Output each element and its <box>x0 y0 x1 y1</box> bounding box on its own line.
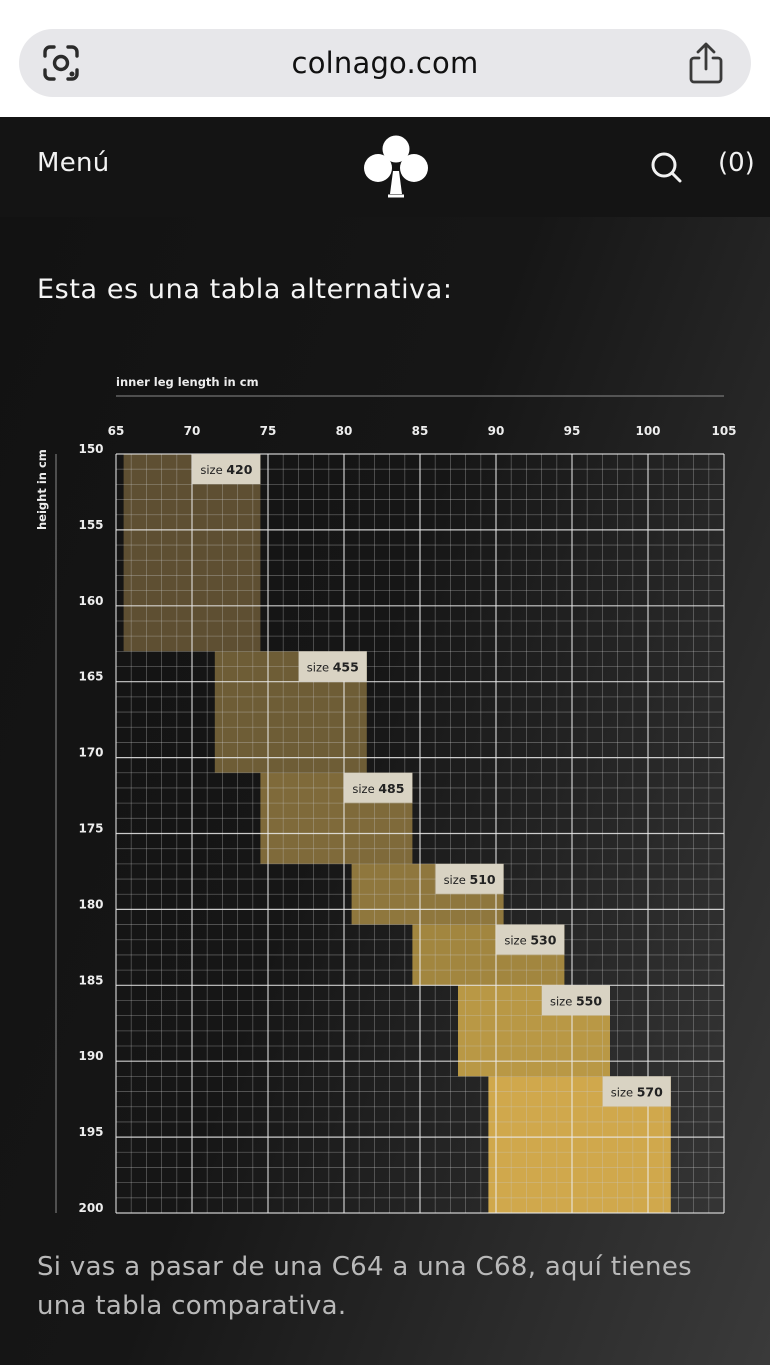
size-label-prefix: size <box>444 873 470 887</box>
size-label-value: 485 <box>378 781 404 796</box>
size-label-prefix: size <box>611 1085 637 1099</box>
y-tick-label: 185 <box>78 973 103 987</box>
search-icon[interactable] <box>650 150 682 184</box>
y-tick-label: 175 <box>78 822 103 836</box>
size-label-chip <box>192 454 261 484</box>
size-label-510: size 510 <box>435 863 504 894</box>
x-tick-label: 85 <box>412 424 429 438</box>
x-tick-label: 90 <box>488 424 505 438</box>
size-label-chip <box>496 924 565 955</box>
size-label-text: size 510 <box>444 872 496 887</box>
x-tick-label: 65 <box>108 424 125 438</box>
size-label-text: size 420 <box>200 462 252 477</box>
y-tick-label: 200 <box>78 1201 103 1215</box>
url-text[interactable]: colnago.com <box>291 46 479 80</box>
y-tick-label: 165 <box>78 670 103 684</box>
size-label-value: 420 <box>226 462 252 477</box>
size-label-570: size 570 <box>602 1076 671 1107</box>
comparison-note: Si vas a pasar de una C64 a una C68, aqu… <box>37 1252 692 1321</box>
size-label-485: size 485 <box>344 772 413 803</box>
y-axis-label: height in cm <box>35 449 49 530</box>
colnago-clover-logo[interactable] <box>362 133 430 199</box>
x-axis-label: inner leg length in cm <box>116 375 259 389</box>
page-heading: Esta es una tabla alternativa: <box>37 274 453 305</box>
menu-button[interactable]: Menú <box>37 148 110 178</box>
size-label-chip <box>298 651 367 682</box>
size-label-text: size 530 <box>504 933 556 948</box>
y-tick-label: 195 <box>78 1125 103 1139</box>
y-tick-label: 170 <box>78 746 103 760</box>
size-label-prefix: size <box>200 463 226 477</box>
google-lens-icon[interactable] <box>41 43 81 83</box>
chart-axes: inner leg length in cm height in cm 65 70… <box>35 375 737 1215</box>
x-tick-label: 70 <box>184 424 201 438</box>
size-label-chip <box>344 772 413 803</box>
size-label-455: size 455 <box>298 651 367 682</box>
y-tick-label: 150 <box>78 442 103 456</box>
size-label-420: size 420 <box>192 454 261 484</box>
size-label-value: 455 <box>333 659 359 674</box>
share-icon[interactable] <box>686 42 726 84</box>
y-tick-label: 190 <box>78 1049 103 1063</box>
url-bar[interactable]: colnago.com <box>19 29 751 97</box>
y-tick-label: 160 <box>78 594 103 608</box>
size-label-530: size 530 <box>496 924 565 955</box>
size-label-chip <box>435 863 504 894</box>
size-label-value: 510 <box>470 872 496 887</box>
size-label-prefix: size <box>307 660 333 674</box>
size-label-prefix: size <box>352 782 378 796</box>
size-label-chip <box>542 985 610 1016</box>
x-tick-label: 100 <box>635 424 660 438</box>
y-tick-label: 155 <box>78 518 103 532</box>
size-label-text: size 570 <box>611 1084 663 1099</box>
x-tick-label: 80 <box>336 424 353 438</box>
size-label-text: size 550 <box>550 993 602 1008</box>
size-label-text: size 485 <box>352 781 404 796</box>
x-tick-label: 95 <box>564 424 581 438</box>
size-label-prefix: size <box>550 994 576 1008</box>
y-tick-label: 180 <box>78 897 103 911</box>
x-tick-label: 105 <box>711 424 736 438</box>
size-label-chip <box>602 1076 671 1107</box>
x-tick-label: 75 <box>260 424 277 438</box>
size-label-text: size 455 <box>307 659 359 674</box>
size-label-value: 570 <box>637 1084 663 1099</box>
size-label-550: size 550 <box>542 985 610 1016</box>
size-label-value: 550 <box>576 993 602 1008</box>
cart-button[interactable]: (0) <box>718 148 755 178</box>
size-label-value: 530 <box>530 933 556 948</box>
size-label-prefix: size <box>504 934 530 948</box>
browser-bar: colnago.com <box>0 0 770 117</box>
